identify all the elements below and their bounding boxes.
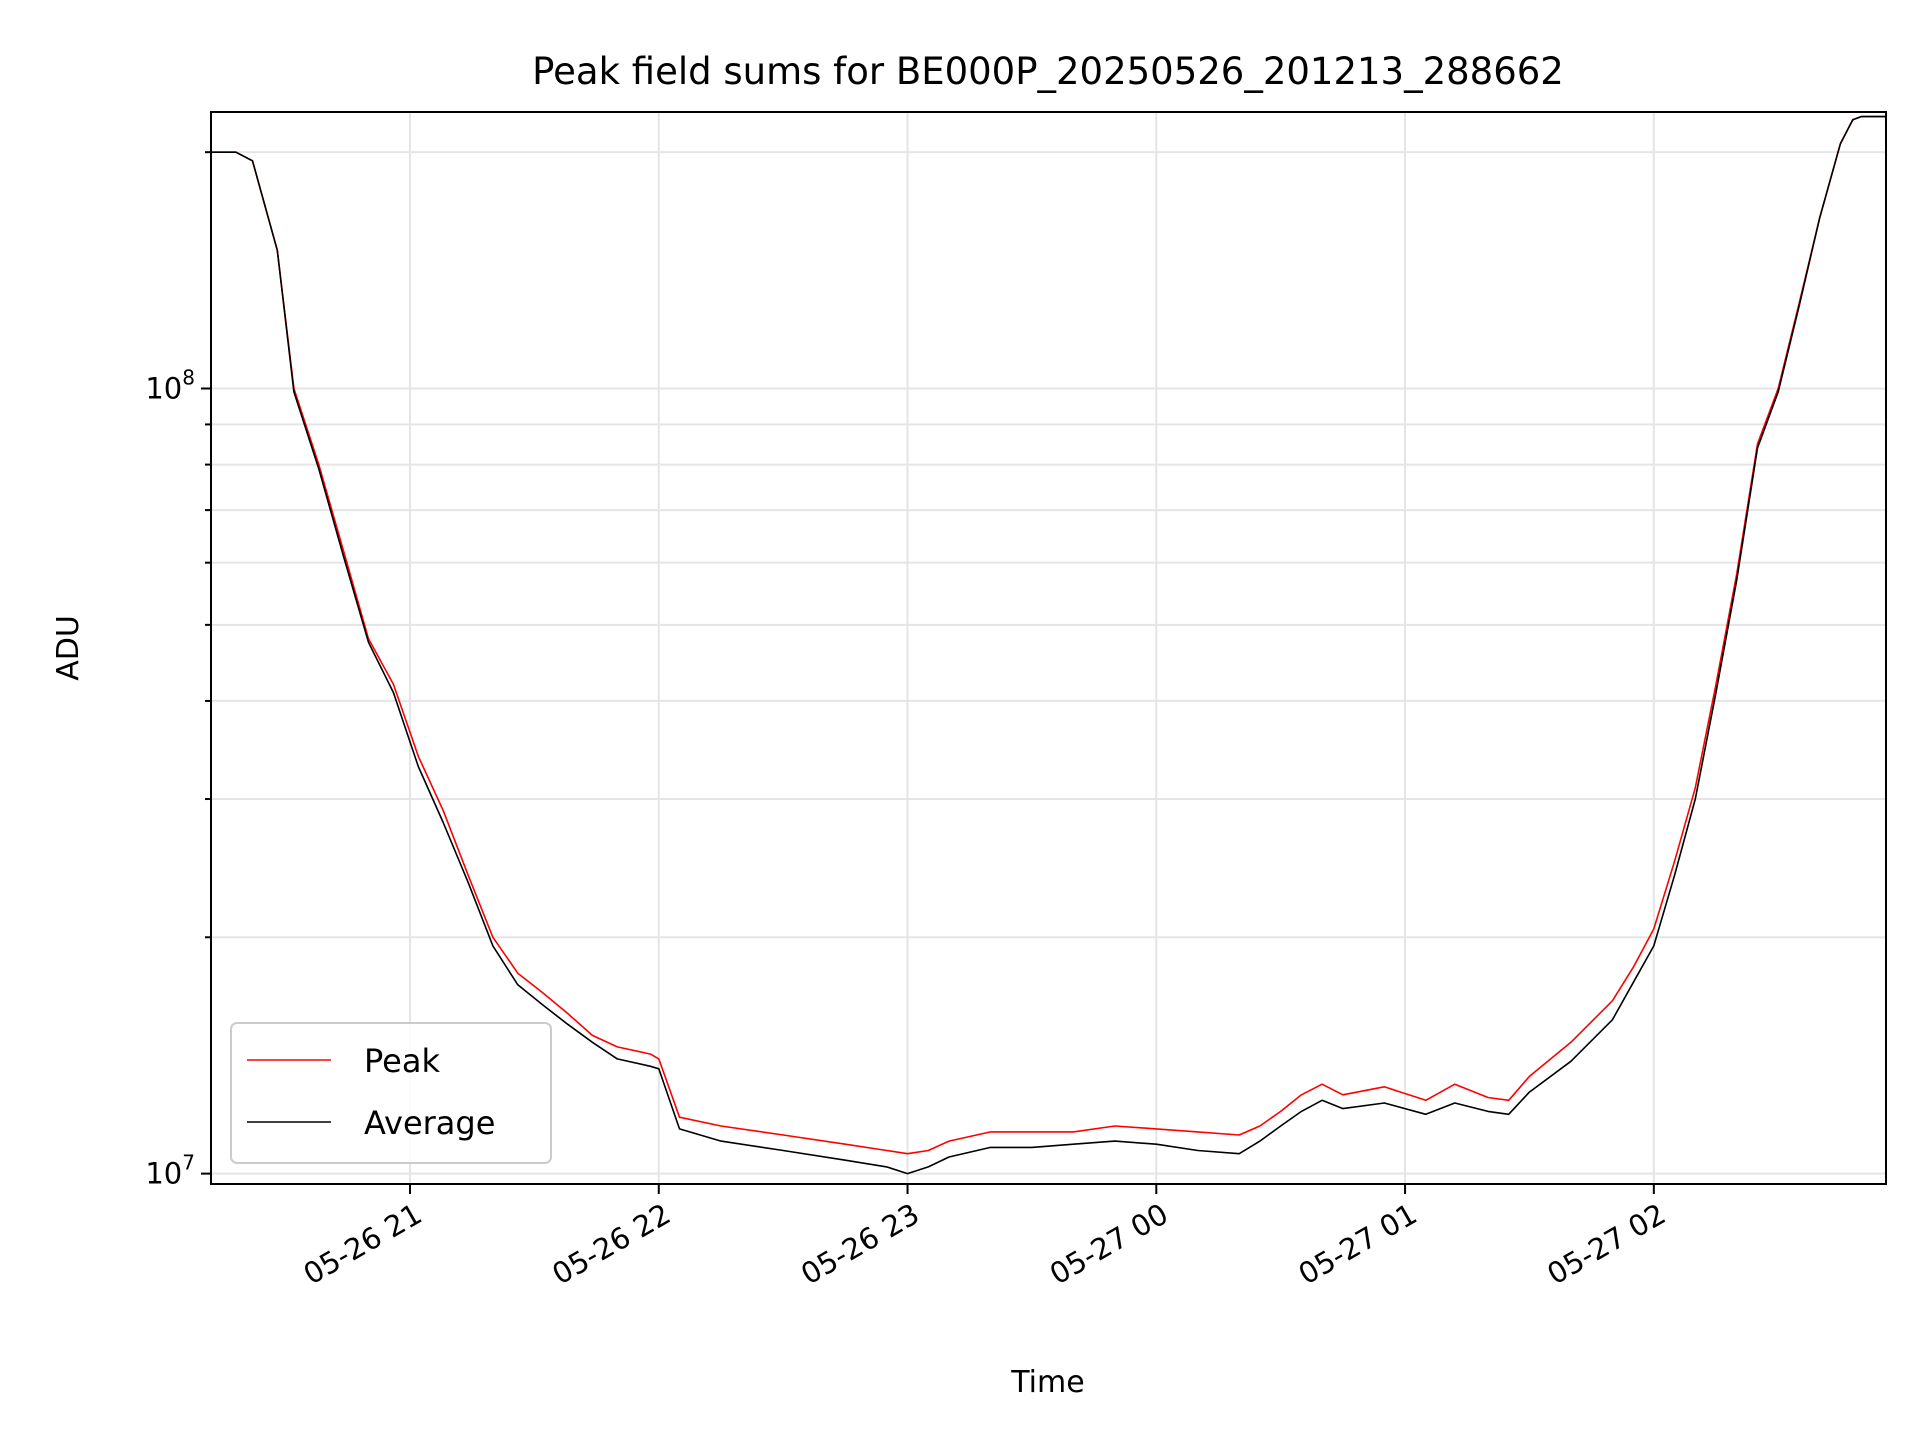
y-axis-title: ADU xyxy=(51,615,86,681)
series-line-peak xyxy=(211,115,1886,1155)
y-tick-label: 107 xyxy=(145,1151,195,1191)
legend-label-peak: Peak xyxy=(364,1042,440,1080)
legend-box xyxy=(230,1022,552,1164)
y-tick-label-base: 10 xyxy=(145,372,182,406)
series-line-average xyxy=(211,115,1886,1175)
legend: Peak Average xyxy=(230,1022,552,1164)
x-axis-title: Time xyxy=(1010,1365,1084,1400)
legend-label-average: Average xyxy=(364,1104,495,1142)
series-lines xyxy=(211,115,1886,1175)
axes-frame xyxy=(210,111,1887,1185)
y-tick-label: 108 xyxy=(145,366,195,406)
y-tick-label-exponent: 7 xyxy=(182,1151,195,1175)
y-tick-label-exponent: 8 xyxy=(182,366,195,390)
chart-title: Peak field sums for BE000P_20250526_2012… xyxy=(532,50,1564,93)
y-tick-label-base: 10 xyxy=(145,1157,182,1191)
